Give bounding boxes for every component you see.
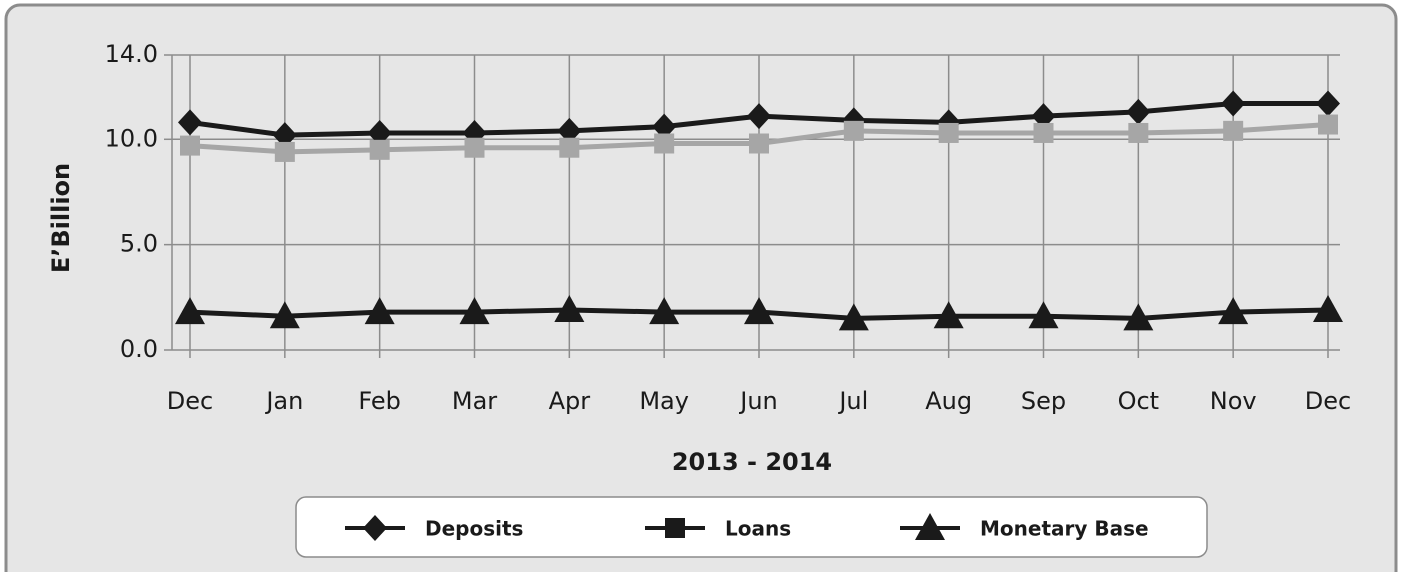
legend-marker [363,515,387,541]
x-axis-label: 2013 - 2014 [672,448,832,476]
point [933,301,964,329]
point [749,133,769,154]
x-tick-label: Dec [167,387,213,415]
y-tick-label: 10.0 [105,124,158,152]
point [649,297,680,325]
point [369,139,390,160]
point [554,294,585,322]
point [1316,90,1340,117]
point [180,135,200,156]
point [1221,90,1246,117]
point [1318,114,1338,135]
x-tick-label: Mar [452,387,497,415]
x-tick-label: Apr [549,387,591,415]
point [364,297,395,325]
point [1028,301,1059,329]
point [274,141,295,162]
point [175,297,205,325]
x-tick-label: Sep [1021,387,1066,415]
point [1223,120,1244,141]
point [1031,103,1056,130]
point [1128,122,1149,143]
y-axis-label: E’Billion [47,163,75,273]
y-tick-label: 0.0 [120,335,158,363]
y-tick-label: 14.0 [105,40,158,68]
point [367,119,392,146]
legend-label: Loans [725,517,791,541]
legend-marker [915,513,945,540]
point [838,303,869,331]
point [843,120,864,141]
x-tick-label: May [639,387,689,415]
point [654,133,675,154]
legend [295,496,1208,558]
x-tick-label: Jan [264,387,303,415]
point [178,109,202,136]
panel [4,3,1398,576]
point [269,301,300,329]
point [1033,122,1054,143]
x-tick-label: Oct [1118,387,1160,415]
x-tick-label: Dec [1305,387,1351,415]
point [652,113,677,140]
x-tick-label: Aug [925,387,972,415]
point [1126,98,1151,125]
y-tick-label: 5.0 [120,230,158,258]
legend-label: Monetary Base [980,517,1149,541]
legend-label: Deposits [425,517,523,541]
point [272,122,297,149]
point [744,297,774,325]
point [459,297,490,325]
legend-marker [665,518,685,538]
point [938,122,959,143]
point [1123,303,1154,331]
point [559,137,580,158]
x-tick-label: Nov [1210,387,1257,415]
point [747,103,771,130]
point [1218,297,1249,325]
point [464,137,485,158]
point [1313,294,1343,322]
x-tick-label: Jul [837,387,868,415]
x-tick-label: Feb [358,387,401,415]
x-tick-label: Jun [738,387,778,415]
point [557,117,582,144]
